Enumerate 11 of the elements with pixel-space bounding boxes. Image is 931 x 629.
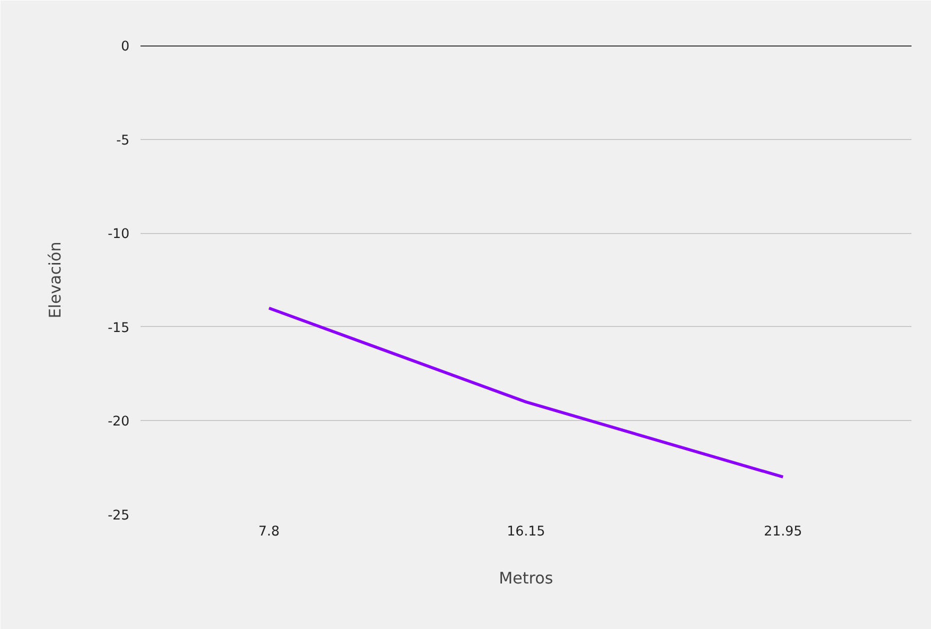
x-tick-label: 16.15 (506, 524, 546, 540)
x-axis-title: Metros (498, 568, 554, 588)
y-tick-label: -20 (108, 414, 130, 430)
y-tick-label: 0 (121, 40, 130, 54)
y-tick-label: -25 (108, 508, 130, 524)
y-axis-title: Elevación (46, 242, 65, 318)
y-tick-label: -15 (108, 320, 130, 336)
y-tick-label: -10 (108, 227, 130, 242)
x-tick-label: 21.95 (764, 524, 802, 540)
x-tick-label: 7.8 (258, 524, 280, 540)
y-tick-label: -5 (116, 133, 130, 148)
